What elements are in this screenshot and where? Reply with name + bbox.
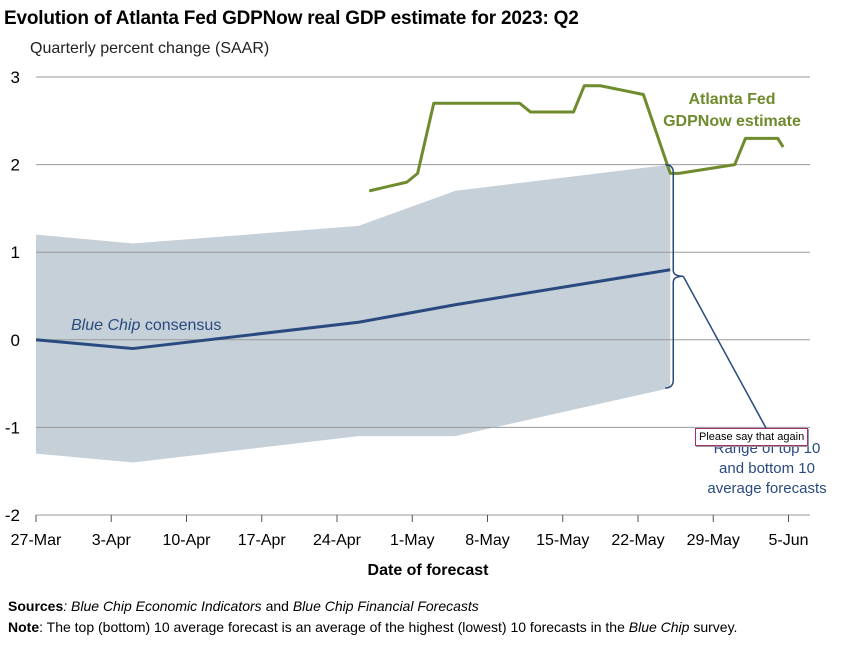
x-axis-label: Date of forecast (368, 562, 490, 579)
x-tick-label: 8-May (465, 532, 509, 549)
y-tick-label: -1 (5, 418, 20, 437)
range-label: and bottom 10 (719, 460, 815, 477)
y-tick-label: 1 (11, 243, 20, 262)
sources-part2: Blue Chip Financial Forecasts (292, 598, 479, 614)
y-tick-label: -2 (5, 506, 20, 525)
bluechip-label-rest: consensus (140, 317, 221, 334)
bluechip-label: Blue Chip consensus (71, 317, 221, 334)
x-tick-label: 17-Apr (238, 532, 287, 549)
x-tick-label: 1-May (390, 532, 434, 549)
x-tick-label: 29-May (687, 532, 740, 549)
x-tick-label: 22-May (611, 532, 664, 549)
note-footnote: Note: The top (bottom) 10 average foreca… (8, 619, 737, 635)
x-tick-label: 24-Apr (313, 532, 362, 549)
note-text2: survey. (689, 619, 738, 635)
x-tick-label: 15-May (536, 532, 589, 549)
gdpnow-label: Atlanta Fed (688, 91, 775, 108)
sources-label: Sources (8, 598, 64, 614)
sources-footnote: Sources: Blue Chip Economic Indicators a… (8, 598, 479, 614)
gdpnow-series-line (368, 84, 785, 193)
tooltip: Please say that again (695, 428, 809, 446)
x-tick-label: 3-Apr (92, 532, 132, 549)
y-tick-label: 0 (11, 331, 20, 350)
range-label: average forecasts (707, 480, 826, 497)
x-tick-label: 10-Apr (162, 532, 211, 549)
note-label: Note (8, 619, 40, 635)
note-sep: : (39, 619, 47, 635)
chart-area: 3 2 1 0 -1 -2 27-Mar 3-Apr 10-Apr 17-Apr 24-Apr 1-M… (5, 68, 827, 579)
y-tick-label: 3 (11, 68, 20, 87)
sources-part1: Blue Chip Economic Indicators (71, 598, 262, 614)
note-italic: Blue Chip (628, 619, 690, 635)
range-leader-line (682, 275, 767, 429)
gdpnow-label: GDPNow estimate (663, 113, 801, 130)
note-text1: The top (bottom) 10 average forecast is … (46, 619, 629, 635)
bluechip-series-line (35, 268, 671, 351)
forecast-range-band (36, 164, 671, 463)
bluechip-label-italic: Blue Chip (71, 317, 140, 334)
sources-and: and (261, 598, 293, 614)
chart-title: Evolution of Atlanta Fed GDPNow real GDP… (4, 8, 579, 29)
chart-subtitle: Quarterly percent change (SAAR) (30, 40, 270, 57)
sources-sep: : (63, 598, 72, 614)
x-tick-label: 5-Jun (768, 532, 808, 549)
x-tick-label: 27-Mar (11, 532, 62, 549)
y-tick-label: 2 (11, 156, 20, 175)
